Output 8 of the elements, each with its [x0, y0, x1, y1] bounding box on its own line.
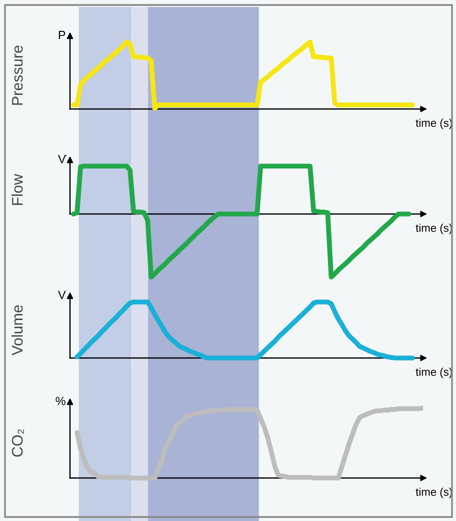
text: Flow	[11, 174, 23, 205]
y-axis-title: V	[58, 290, 66, 300]
text: Pressure	[12, 46, 23, 105]
y-axis-title: V̇	[58, 155, 66, 164]
text: Volume	[11, 305, 23, 356]
y-axis-title: P	[58, 30, 66, 40]
text: CO₂	[12, 429, 24, 457]
y-axis-title: %	[56, 396, 66, 406]
